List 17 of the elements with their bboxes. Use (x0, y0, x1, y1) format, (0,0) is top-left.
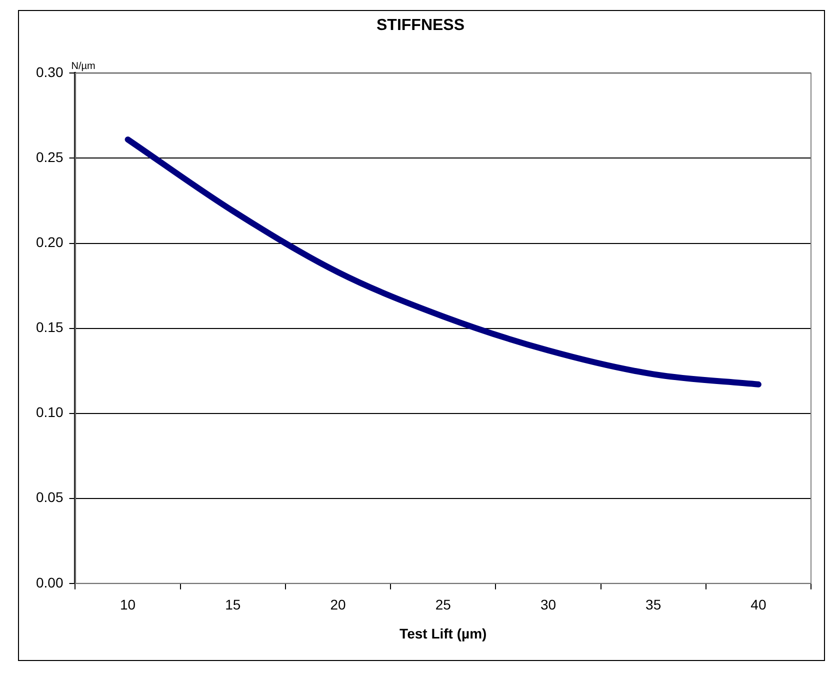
x-tick-label: 40 (750, 596, 766, 613)
x-tick-label: 35 (646, 596, 662, 613)
chart-title: STIFFNESS (376, 17, 465, 34)
y-tick-label: 0.10 (36, 404, 64, 420)
x-tick-label: 20 (330, 596, 346, 613)
x-axis-title: Test Lift (µm) (400, 625, 487, 642)
y-tick-label: 0.30 (36, 64, 64, 80)
y-tick-label: 0.25 (36, 149, 64, 166)
y-tick-label: 0.00 (36, 574, 64, 590)
y-tick-label: 0.15 (36, 319, 64, 336)
x-tick-label: 10 (120, 596, 136, 613)
x-tick-label: 25 (435, 596, 452, 613)
x-tick-label: 30 (540, 596, 556, 613)
y-tick-label: 0.20 (36, 234, 64, 250)
y-tick-label: 0.05 (36, 489, 64, 506)
y-axis-title: N/µm (71, 60, 96, 72)
x-tick-label: 15 (225, 596, 241, 613)
